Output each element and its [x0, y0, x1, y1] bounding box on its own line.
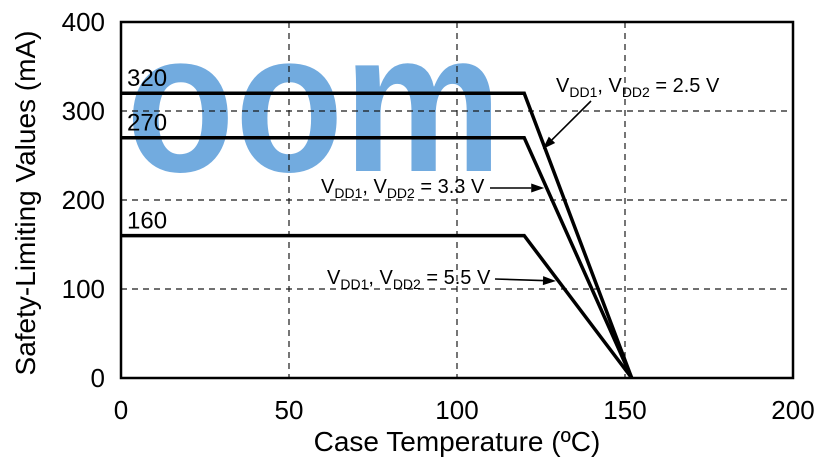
y-axis-label: Safety-Limiting Values (mA) — [10, 31, 41, 376]
annotation-label-270ma: VDD1, VDD2 = 3.3 V — [321, 176, 485, 201]
annotation-subscript: DD1 — [569, 84, 597, 100]
x-tick-label: 0 — [114, 395, 128, 425]
annotation-subscript: DD2 — [622, 84, 650, 100]
annotation-text: = 5.5 V — [421, 267, 491, 289]
data-label-270ma: 270 — [127, 110, 167, 137]
y-tick-label: 100 — [62, 274, 105, 304]
series-line-320ma — [121, 91, 634, 379]
data-label-320ma: 320 — [127, 65, 167, 92]
annotation-text: = 2.5 V — [650, 75, 720, 97]
tick-labels: 0 50 100 150 200 0 100 200 300 400 — [62, 7, 815, 425]
y-tick-label: 200 — [62, 185, 105, 215]
annotation-text: , V — [597, 75, 622, 97]
annotation-arrowhead — [542, 136, 556, 149]
data-label-160ma: 160 — [127, 208, 167, 235]
x-tick-label: 100 — [435, 395, 478, 425]
annotation-arrow — [551, 100, 592, 141]
watermark-logo-text: oom — [126, 0, 502, 214]
x-tick-label: 200 — [771, 395, 814, 425]
series-line-160ma — [121, 233, 634, 380]
annotation-text: V — [556, 75, 570, 97]
annotation-text: V — [327, 267, 341, 289]
annotation-arrowhead — [531, 183, 545, 193]
annotation-subscript: DD1 — [334, 185, 362, 201]
annotation-arrow — [494, 278, 544, 282]
watermark: oom — [126, 0, 502, 214]
annotation-arrowhead — [542, 276, 556, 286]
y-tick-label: 300 — [62, 96, 105, 126]
annotation-text: , V — [368, 267, 393, 289]
annotation-subscript: DD2 — [387, 185, 415, 201]
annotation-subscript: DD2 — [393, 276, 421, 292]
grid — [121, 22, 793, 378]
annotation-text: , V — [362, 176, 387, 198]
annotation-subscript: DD1 — [340, 276, 368, 292]
y-tick-label: 400 — [62, 7, 105, 37]
series-line-270ma — [121, 135, 634, 379]
annotation-label-320ma: VDD1, VDD2 = 2.5 V — [556, 75, 720, 100]
x-tick-label: 50 — [275, 395, 304, 425]
series-lines — [121, 91, 634, 380]
annotation-text: = 3.3 V — [415, 176, 485, 198]
annotation-text: V — [321, 176, 335, 198]
x-tick-label: 150 — [603, 395, 646, 425]
x-axis-label: Case Temperature (ºC) — [314, 426, 601, 457]
plot-frame — [119, 20, 795, 380]
data-labels: 320 270 160 — [127, 65, 167, 234]
y-tick-label: 0 — [91, 363, 105, 393]
annotation-label-160ma: VDD1, VDD2 = 5.5 V — [327, 267, 491, 292]
